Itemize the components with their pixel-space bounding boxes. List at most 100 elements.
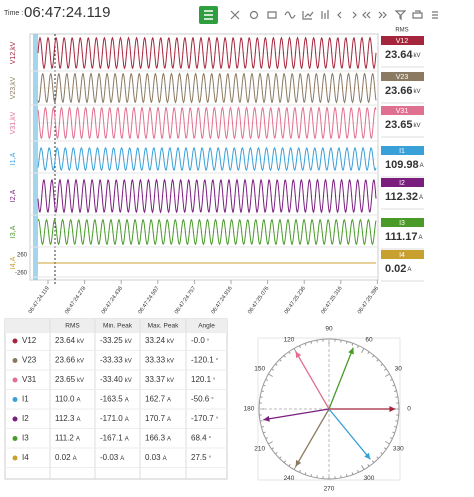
phasor-tick [304,472,307,475]
phasor-vector [263,408,330,421]
phasor-tick [385,441,390,445]
rms-name: I4 [399,252,405,259]
phasor-tick [345,474,348,477]
row-dot [12,455,18,461]
cell: 0.03 A [145,453,167,462]
x-tick-label: 06:47:24.119 [28,286,51,315]
x-tick-label: 06:47:24.438 [101,286,124,316]
phasor-tick [268,441,273,445]
phasor-arrowhead [295,351,302,359]
channel-label: I3,A [10,225,17,238]
rewind-icon[interactable] [362,11,371,19]
rms-value: 111.17A [385,231,422,243]
rms-number: 111.17 [385,231,417,243]
rms-name: V12 [396,38,409,45]
phasor-tick [351,343,354,346]
cell-value: -171.0 [100,414,123,423]
list-icon[interactable] [432,11,438,19]
channel-label: V31,kV [10,111,17,134]
time-label: Time : [4,10,23,17]
cell-unit: kV [77,378,84,384]
cell-value: -120.1 [191,356,214,365]
chart-icon[interactable] [302,11,314,20]
rms-number: 0.02 [385,263,406,275]
cursor-band[interactable] [33,34,38,280]
phasor-tick [271,447,274,450]
rms-number: 23.66 [385,85,413,97]
phasor-tick [372,355,375,358]
cell-value: 111.2 [55,434,74,443]
phasor-tick [372,460,375,463]
menu-icon [204,10,213,20]
waveform [37,218,377,246]
rms-badge [381,106,424,115]
cell-value: 33.37 [145,375,166,384]
cell-value: 0.02 [55,453,71,462]
next-icon[interactable] [352,11,357,19]
cell: 23.66 kV [55,356,84,365]
phasor-tick [357,345,360,349]
phasor-tick [367,351,370,354]
rms-title: RMS [395,28,408,34]
phasor-tick [265,437,269,440]
cell-value: -33.33 [100,356,123,365]
cell-value: -163.5 [100,395,123,404]
row-name: V31 [22,375,37,384]
cell: 110.0 A [55,395,80,404]
row-dot [12,358,18,363]
cell-unit: A [167,417,171,423]
filter-icon[interactable] [394,10,407,21]
cell-value: -50.6 [191,395,210,404]
phasor-tick [385,373,390,377]
cell-unit: A [167,436,171,442]
shuffle-icon[interactable] [230,10,240,20]
phasor-tick [288,351,291,354]
x-tick-label: 06:47:25.236 [284,286,307,316]
column-header: Angle [198,323,215,330]
phasor-tick [376,456,379,459]
rms-value: 23.65kV [385,119,421,131]
phasor-tick [351,472,354,475]
cell: 170.7 A [145,414,171,423]
print-icon[interactable] [412,10,423,19]
time-value: 06:47:24.119 [24,4,110,21]
grid-icon[interactable] [267,11,277,19]
cell-value: -170.7 [191,414,214,423]
phasor-vector [295,351,330,410]
phasor-arrowhead [348,347,354,355]
rms-unit: A [407,267,411,273]
rms-badge [381,36,424,45]
cell: 112.3 A [55,414,80,423]
x-tick-label: 06:47:25.316 [320,286,343,316]
rms-number: 109.98 [385,159,419,171]
phasor-tick [310,341,313,344]
cell: -171.0 A [100,414,129,423]
phasor-tick [298,469,301,473]
rms-unit: kV [414,53,421,59]
forward-icon[interactable] [378,11,387,19]
cell-unit: ° [211,397,214,403]
cell-unit: ° [216,417,219,423]
rms-value: 0.02A [385,263,411,275]
channel-label: V12,kV [10,41,17,64]
cell-unit: A [125,436,129,442]
bars-icon[interactable] [321,10,329,19]
phasor-tick [288,464,291,467]
phasor-tick [298,345,301,349]
cell: 33.37 kV [145,375,174,384]
cell: -50.6 ° [191,395,214,404]
x-tick-label: 06:47:25.396 [357,286,380,316]
phasor-tick [310,474,313,477]
cell-value: -33.40 [100,375,123,384]
rms-name: I3 [399,220,405,227]
wave-icon[interactable] [284,11,296,19]
rms-unit: A [419,195,423,201]
target-icon[interactable] [249,10,259,20]
waveform [37,178,377,214]
phasor-tick [268,373,273,377]
waveform [37,106,377,140]
phasor-tick [389,437,393,440]
prev-icon[interactable] [337,11,342,19]
